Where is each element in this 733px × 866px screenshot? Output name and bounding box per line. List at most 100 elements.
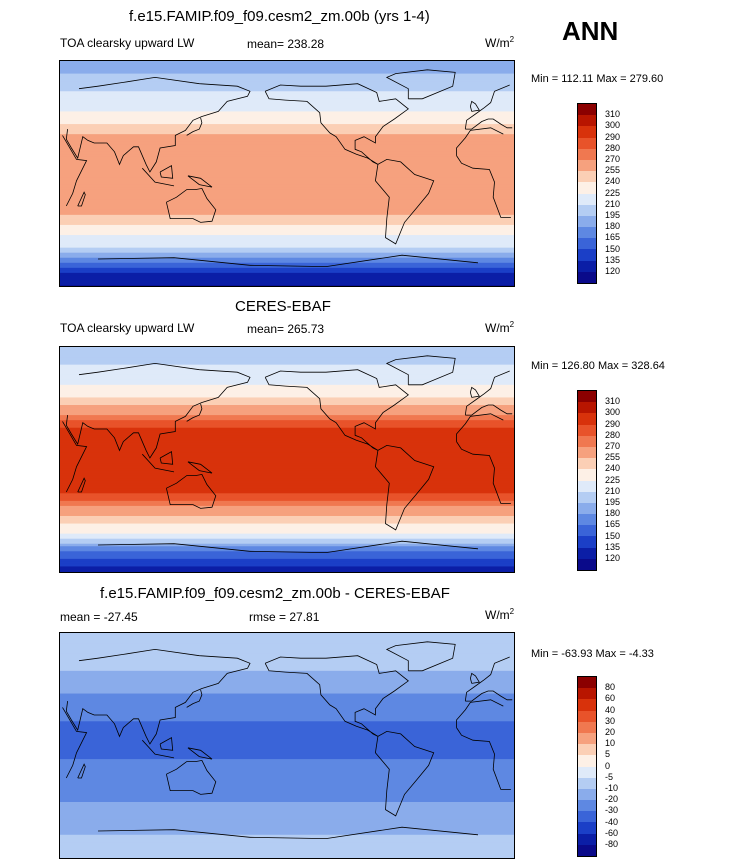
colorbar-tick-label: 0 <box>605 760 611 771</box>
map-band <box>60 754 514 758</box>
map-band <box>60 819 514 823</box>
map-band <box>60 776 514 780</box>
map-band <box>60 849 514 854</box>
colorbar-swatch <box>578 514 596 526</box>
map-band <box>60 73 514 77</box>
map-band <box>60 809 514 813</box>
colorbar-swatch <box>578 721 596 733</box>
map-band <box>60 526 514 530</box>
map-band <box>60 141 514 145</box>
map-band <box>60 638 514 642</box>
coastline <box>465 690 513 702</box>
coastline <box>264 369 409 451</box>
map-band <box>60 374 514 378</box>
colorbar-tick-label: 10 <box>605 738 616 749</box>
coastline <box>159 451 174 465</box>
colorbar-swatch <box>578 844 596 856</box>
map-band <box>60 182 514 186</box>
map-band <box>60 255 514 259</box>
map-band <box>60 711 514 715</box>
map-band <box>60 387 514 391</box>
map-band <box>60 260 514 264</box>
map-band <box>60 121 514 125</box>
panel-1-map <box>59 60 515 287</box>
map-band <box>60 134 514 138</box>
colorbar-swatch <box>578 688 596 700</box>
coastline <box>62 421 88 493</box>
map-band <box>60 643 514 647</box>
colorbar-swatch <box>578 446 596 459</box>
colorbar-tick-label: 300 <box>605 120 621 131</box>
panel-3-map <box>59 632 515 859</box>
map-band <box>60 460 514 464</box>
map-band <box>60 242 514 246</box>
coastline <box>186 117 203 136</box>
map-band <box>60 452 514 457</box>
colorbar-swatch <box>578 677 596 689</box>
map-band <box>60 422 514 426</box>
colorbar-tick-label: 150 <box>605 243 621 254</box>
map-band <box>60 528 514 532</box>
coastline <box>159 737 174 751</box>
panel-1-minmax: Min = 112.11 Max = 279.60 <box>531 73 664 85</box>
colorbar-tick-label: -30 <box>605 805 619 816</box>
map-band <box>60 275 514 279</box>
panel-2-mean-label: mean= 265.73 <box>247 322 325 336</box>
map-band <box>60 716 514 720</box>
colorbar-swatch <box>578 525 596 537</box>
colorbar-tick-label: 270 <box>605 441 621 451</box>
map-band <box>60 227 514 231</box>
map-band <box>60 410 514 414</box>
map-band <box>60 81 514 85</box>
coastline <box>159 165 174 179</box>
map-band <box>60 683 514 687</box>
map-band <box>60 229 514 234</box>
panel-3-title: f.e15.FAMIP.f09_f09.cesm2_zm.00b - CERES… <box>100 585 450 602</box>
panel-3-mean-label: mean = -27.45 <box>60 610 138 624</box>
map-band <box>60 764 514 768</box>
map-band <box>60 485 514 489</box>
coastline <box>77 477 86 493</box>
colorbar-swatch <box>578 710 596 722</box>
map-band <box>60 217 514 221</box>
colorbar-tick-label: -80 <box>605 839 619 849</box>
map-band <box>60 653 514 657</box>
map-band <box>60 648 514 652</box>
colorbar-swatch <box>578 159 596 172</box>
map-band <box>60 490 514 494</box>
map-band <box>60 736 514 740</box>
map-band <box>60 488 514 492</box>
map-band <box>60 741 514 745</box>
colorbar-tick-label: -5 <box>605 771 614 782</box>
map-band <box>60 500 514 504</box>
map-band <box>60 533 514 537</box>
season-label: ANN <box>562 16 619 46</box>
map-band <box>60 359 514 363</box>
map-band <box>60 857 514 858</box>
map-band <box>60 96 514 100</box>
colorbar-tick-label: 225 <box>605 474 621 485</box>
coastline <box>77 763 86 779</box>
map-band <box>60 447 514 452</box>
colorbar-tick-label: 255 <box>605 165 621 176</box>
map-band <box>60 71 514 75</box>
colorbar-tick-label: 270 <box>605 154 621 164</box>
map-band <box>60 680 514 685</box>
colorbar-tick-label: 150 <box>605 530 621 541</box>
map-band <box>60 270 514 274</box>
map-band <box>60 116 514 120</box>
map-band <box>60 515 514 520</box>
panel-2-minmax: Min = 126.80 Max = 328.64 <box>531 360 665 372</box>
map-band <box>60 558 514 562</box>
coastline <box>385 69 456 100</box>
map-band <box>60 367 514 371</box>
map-band <box>60 199 514 203</box>
map-band <box>60 688 514 692</box>
map-band <box>60 698 514 702</box>
map-band <box>60 412 514 416</box>
map-band <box>60 523 514 527</box>
map-band <box>60 738 514 743</box>
coastline <box>249 254 479 268</box>
map-band <box>60 852 514 856</box>
map-band <box>60 272 514 276</box>
